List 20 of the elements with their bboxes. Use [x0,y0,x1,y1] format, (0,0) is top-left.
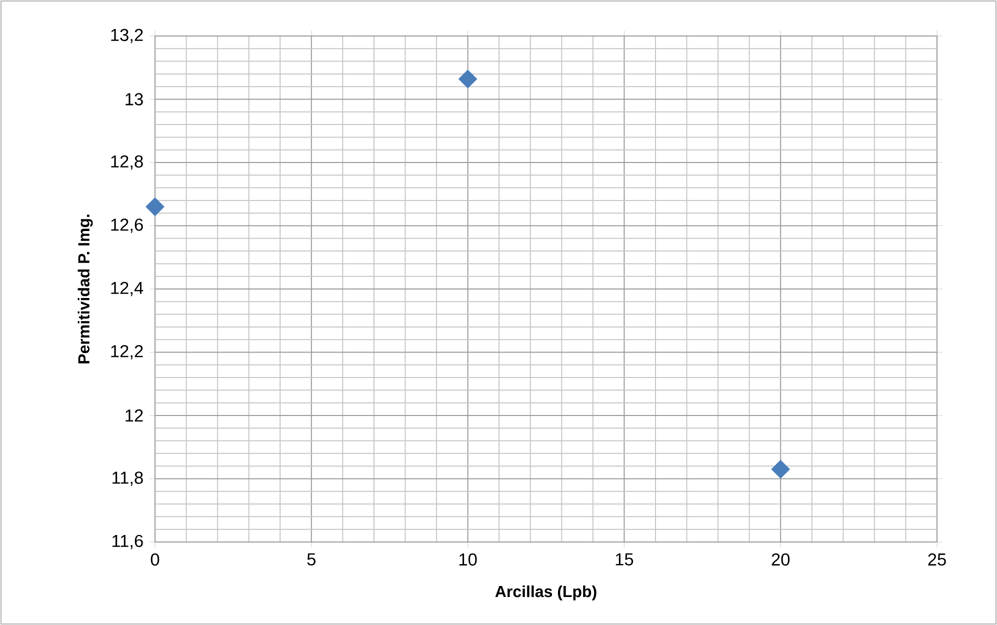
y-tick-label: 12,8 [111,155,143,170]
x-tick-label: 5 [307,553,316,566]
y-tick-label: 12,6 [111,218,143,233]
x-tick-label: 10 [459,553,477,566]
y-tick-label: 13 [126,93,143,106]
y-tick-label: 11,6 [112,534,143,550]
point [146,197,164,216]
x-tick-label: 20 [772,553,790,566]
point [771,460,790,479]
y-tick-label: 12,2 [111,345,143,360]
y-tick-label: 12,4 [111,282,144,296]
y-tick-label: 11,8 [112,472,143,486]
x-tick-label: 0 [150,553,160,566]
x-tick-label: 15 [616,553,634,566]
x-axis-title: Arcillas (Lpb) [495,585,596,600]
y-tick-label: 13,2 [111,28,143,44]
y-tick-label: 12 [126,409,143,422]
point [458,70,478,88]
y-axis-title: Permitividad P. Img. [78,214,93,364]
x-tick-label: 25 [928,553,946,566]
